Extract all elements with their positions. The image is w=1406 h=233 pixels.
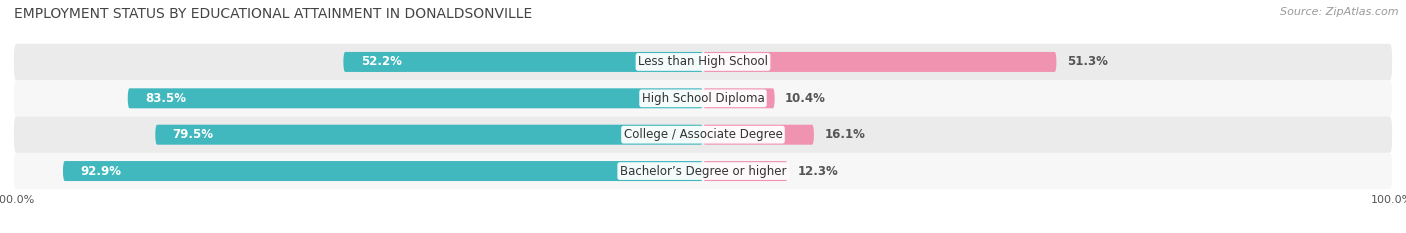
Text: Source: ZipAtlas.com: Source: ZipAtlas.com — [1281, 7, 1399, 17]
Text: 92.9%: 92.9% — [80, 164, 121, 178]
Text: College / Associate Degree: College / Associate Degree — [624, 128, 782, 141]
FancyBboxPatch shape — [703, 125, 814, 145]
FancyBboxPatch shape — [155, 125, 703, 145]
Text: High School Diploma: High School Diploma — [641, 92, 765, 105]
Text: 52.2%: 52.2% — [360, 55, 402, 69]
FancyBboxPatch shape — [63, 161, 703, 181]
Text: Bachelor’s Degree or higher: Bachelor’s Degree or higher — [620, 164, 786, 178]
Text: 12.3%: 12.3% — [799, 164, 839, 178]
FancyBboxPatch shape — [14, 80, 1392, 116]
Text: 79.5%: 79.5% — [173, 128, 214, 141]
FancyBboxPatch shape — [343, 52, 703, 72]
Text: 51.3%: 51.3% — [1067, 55, 1108, 69]
FancyBboxPatch shape — [14, 153, 1392, 189]
FancyBboxPatch shape — [703, 161, 787, 181]
FancyBboxPatch shape — [14, 116, 1392, 153]
FancyBboxPatch shape — [703, 52, 1056, 72]
Text: EMPLOYMENT STATUS BY EDUCATIONAL ATTAINMENT IN DONALDSONVILLE: EMPLOYMENT STATUS BY EDUCATIONAL ATTAINM… — [14, 7, 533, 21]
Text: 16.1%: 16.1% — [824, 128, 865, 141]
Text: 83.5%: 83.5% — [145, 92, 186, 105]
FancyBboxPatch shape — [128, 88, 703, 108]
Text: Less than High School: Less than High School — [638, 55, 768, 69]
FancyBboxPatch shape — [14, 44, 1392, 80]
Text: 10.4%: 10.4% — [785, 92, 825, 105]
FancyBboxPatch shape — [703, 88, 775, 108]
